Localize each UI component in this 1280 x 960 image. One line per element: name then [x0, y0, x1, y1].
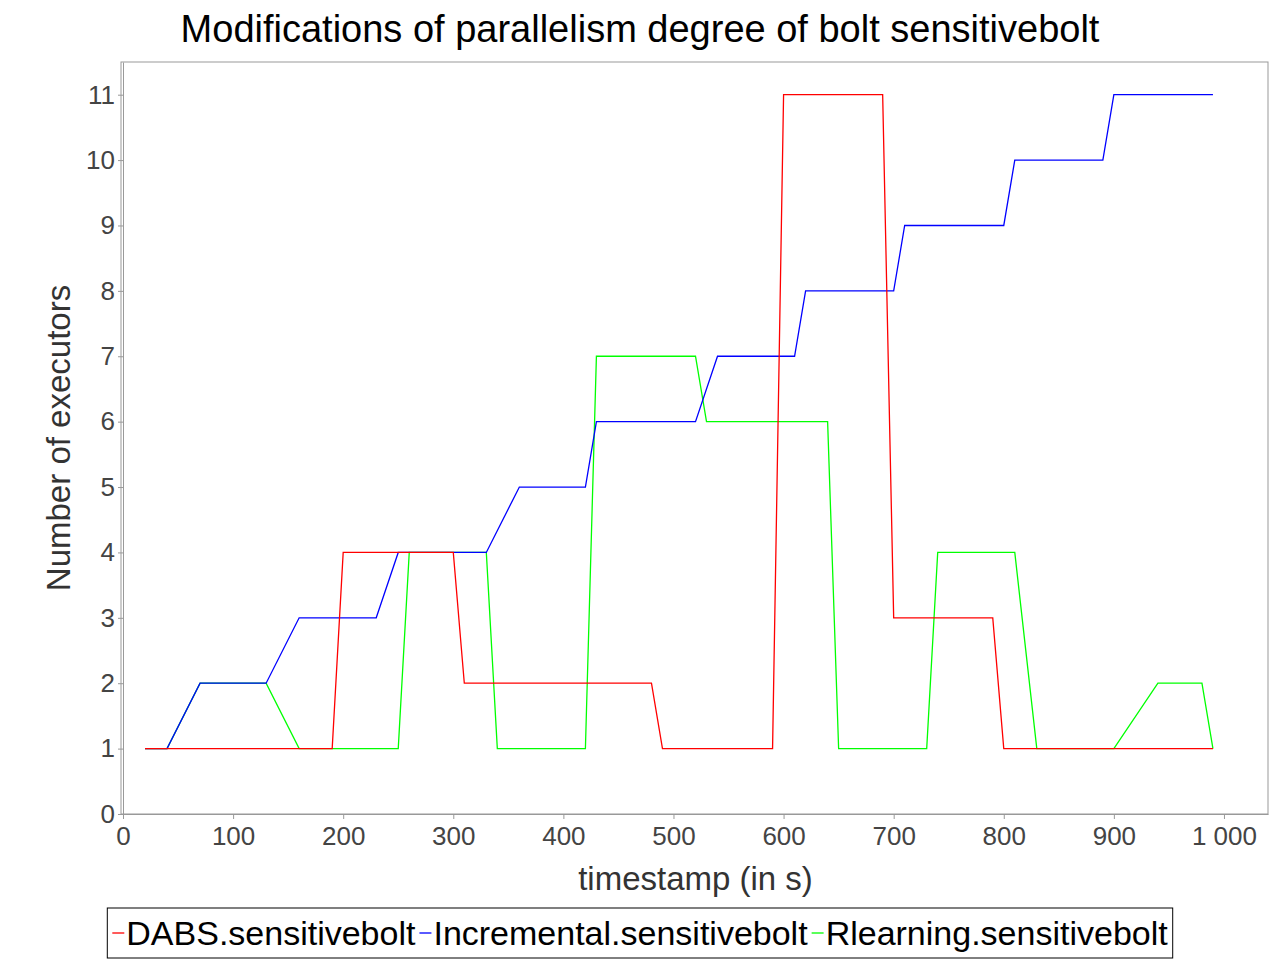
plot: 0 100 200 300 400 500 600 700 800 900 1 000 0 1 2 3 4 5 6… — [86, 62, 1268, 851]
tick-mark — [453, 814, 454, 819]
tick-label: 200 — [322, 821, 365, 851]
tick: 2 — [101, 668, 123, 698]
tick: 0 — [116, 814, 130, 851]
y-axis: 0 1 2 3 4 5 6 7 8 9 10 11 — [86, 63, 123, 829]
tick-label: 5 — [101, 472, 115, 502]
tick-label: 1 — [101, 733, 115, 763]
tick-mark — [118, 356, 123, 357]
legend-item: Rlearning.sensitivebolt — [812, 914, 1169, 952]
tick-label: 600 — [762, 821, 805, 851]
tick-mark — [894, 814, 895, 819]
tick-mark — [118, 160, 123, 161]
tick: 500 — [652, 814, 695, 851]
legend-label: Rlearning.sensitivebolt — [826, 914, 1169, 952]
axis-line — [123, 63, 124, 815]
tick: 200 — [322, 814, 365, 851]
legend-item: Incremental.sensitivebolt — [419, 914, 808, 952]
tick-mark — [118, 225, 123, 226]
tick-label: 4 — [101, 537, 115, 567]
tick: 9 — [101, 210, 123, 240]
tick-mark — [784, 814, 785, 819]
tick: 400 — [542, 814, 585, 851]
tick: 1 — [101, 733, 123, 763]
tick: 700 — [872, 814, 915, 851]
tick-mark — [118, 422, 123, 423]
tick: 4 — [101, 537, 123, 567]
tick-mark — [1004, 814, 1005, 819]
tick: 11 — [88, 80, 123, 110]
series-line — [145, 95, 1213, 749]
chart-title: Modifications of parallelism degree of b… — [181, 8, 1100, 50]
x-axis-title: timestamp (in s) — [578, 860, 813, 897]
tick-mark — [673, 814, 674, 819]
tick: 7 — [101, 341, 123, 371]
tick-label: 0 — [101, 799, 115, 829]
tick-label: 10 — [86, 145, 115, 175]
tick: 5 — [101, 472, 123, 502]
series-group — [145, 95, 1213, 749]
tick-label: 700 — [872, 821, 915, 851]
legend-swatch — [812, 932, 824, 933]
tick-mark — [118, 552, 123, 553]
tick-label: 900 — [1093, 821, 1136, 851]
legend-box — [107, 908, 1172, 958]
tick-label: 300 — [432, 821, 475, 851]
tick: 600 — [762, 814, 805, 851]
tick-mark — [118, 487, 123, 488]
legend-label: DABS.sensitivebolt — [126, 914, 416, 952]
tick: 8 — [101, 276, 123, 306]
tick-mark — [118, 291, 123, 292]
tick-mark — [118, 95, 123, 96]
tick-label: 500 — [652, 821, 695, 851]
tick: 3 — [101, 603, 123, 633]
series-line — [145, 356, 1213, 748]
tick-mark — [1114, 814, 1115, 819]
tick-mark — [118, 683, 123, 684]
legend-swatch — [419, 932, 431, 933]
tick: 0 — [101, 799, 123, 829]
tick: 900 — [1093, 814, 1136, 851]
tick-mark — [123, 814, 124, 819]
tick-mark — [118, 618, 123, 619]
tick: 10 — [86, 145, 123, 175]
tick-label: 7 — [101, 341, 115, 371]
tick-label: 6 — [101, 406, 115, 436]
tick-label: 8 — [101, 276, 115, 306]
tick-label: 800 — [983, 821, 1026, 851]
legend-item: DABS.sensitivebolt — [112, 914, 416, 952]
tick-mark — [563, 814, 564, 819]
tick: 1 000 — [1192, 814, 1257, 851]
tick-mark — [118, 814, 123, 815]
y-axis-title: Number of executors — [40, 285, 77, 591]
tick: 6 — [101, 406, 123, 436]
legend-swatch — [112, 932, 124, 933]
series-line — [145, 95, 1213, 749]
chart: Modifications of parallelism degree of b… — [0, 0, 1280, 960]
tick-mark — [343, 814, 344, 819]
axis-line — [124, 814, 1269, 815]
tick: 300 — [432, 814, 475, 851]
tick-label: 400 — [542, 821, 585, 851]
tick: 100 — [212, 814, 255, 851]
tick-label: 0 — [116, 821, 130, 851]
tick-mark — [1224, 814, 1225, 819]
tick-label: 11 — [88, 80, 115, 110]
plot-frame — [121, 62, 1268, 814]
tick-label: 3 — [101, 603, 115, 633]
tick-label: 9 — [101, 210, 115, 240]
tick-label: 100 — [212, 821, 255, 851]
tick-label: 1 000 — [1192, 821, 1257, 851]
legend-label: Incremental.sensitivebolt — [433, 914, 808, 952]
tick: 800 — [983, 814, 1026, 851]
x-axis: 0 100 200 300 400 500 600 700 800 900 1 000 — [116, 814, 1268, 851]
tick-mark — [233, 814, 234, 819]
legend: DABS.sensitivebolt Incremental.sensitiveb… — [107, 908, 1172, 958]
tick-label: 2 — [101, 668, 115, 698]
tick-mark — [118, 749, 123, 750]
